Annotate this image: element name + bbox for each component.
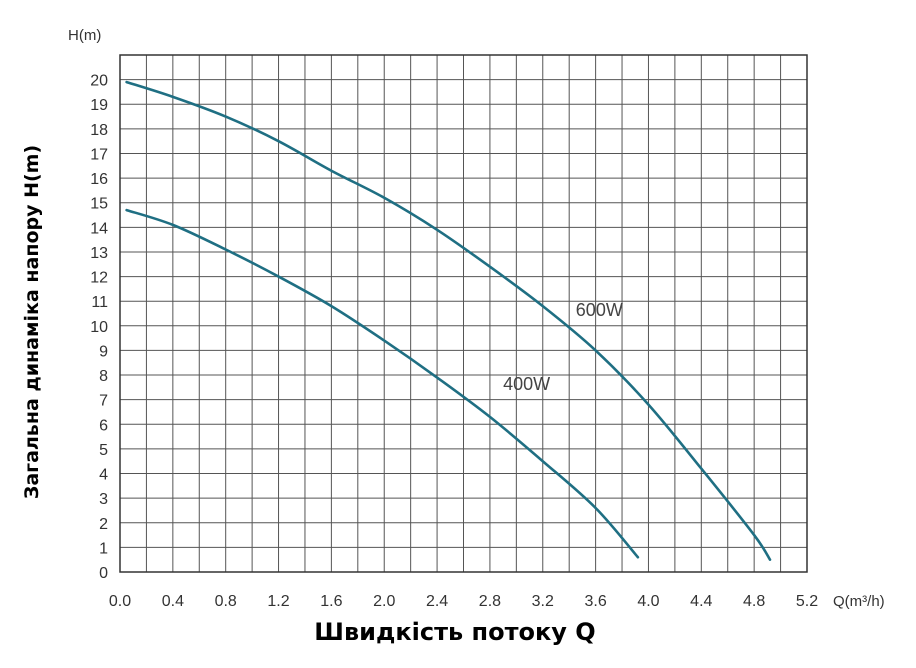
- y-tick-label: 9: [99, 343, 108, 360]
- y-tick-label: 17: [90, 146, 108, 163]
- y-tick-label: 0: [99, 565, 108, 582]
- plot-frame: [119, 54, 808, 573]
- x-tick-label: 1.2: [267, 593, 289, 610]
- x-tick-label: 3.2: [532, 593, 554, 610]
- x-axis-title: Швидкість потоку Q: [314, 618, 595, 646]
- series-line-600w: [125, 80, 772, 561]
- y-tick-label: 20: [90, 73, 108, 90]
- x-tick-label: 0.0: [109, 593, 131, 610]
- x-tick-label: 3.6: [584, 593, 606, 610]
- y-tick-label: 16: [90, 171, 108, 188]
- y-tick-label: 14: [90, 220, 108, 237]
- x-tick-label: 4.4: [690, 593, 712, 610]
- x-tick-label: 2.4: [426, 593, 448, 610]
- y-tick-label: 8: [99, 368, 108, 385]
- y-tick-label: 15: [90, 196, 108, 213]
- y-unit-label: H(m): [68, 27, 101, 44]
- y-tick-label: 6: [99, 417, 108, 434]
- y-tick-label: 2: [99, 516, 108, 533]
- x-unit-label: Q(m³/h): [833, 593, 885, 610]
- y-tick-label: 7: [99, 393, 108, 410]
- series-label-400w: 400W: [503, 374, 550, 394]
- x-tick-label: 4.0: [637, 593, 659, 610]
- y-axis-title: Загальна динаміка напору H(m): [21, 145, 43, 499]
- x-tick-label: 1.6: [320, 593, 342, 610]
- series-labels: 600W 400W: [503, 300, 623, 394]
- y-tick-label: 18: [90, 122, 108, 139]
- series-label-600w: 600W: [576, 300, 623, 320]
- y-tick-label: 4: [99, 467, 108, 484]
- y-tick-label: 11: [91, 294, 108, 311]
- y-tick-label: 1: [99, 540, 108, 557]
- x-tick-label: 0.4: [162, 593, 184, 610]
- y-tick-label: 5: [99, 442, 108, 459]
- y-tick-label: 10: [90, 319, 108, 336]
- series-curves: [125, 80, 772, 561]
- y-tick-label: 13: [90, 245, 108, 262]
- x-tick-label: 0.8: [215, 593, 237, 610]
- y-tick-label: 12: [90, 270, 108, 287]
- series-line-400w: [125, 208, 640, 559]
- x-tick-label: 2.8: [479, 593, 501, 610]
- x-tick-label: 4.8: [743, 593, 765, 610]
- x-tick-label: 2.0: [373, 593, 395, 610]
- y-tick-label: 3: [99, 491, 108, 508]
- tick-labels: 0.0 0.4 0.8 1.2 1.6 2.0 2.4 2.8 3.2 3.6 4.0 4.4 4.8 5…: [90, 73, 818, 610]
- grid: [119, 54, 808, 573]
- y-tick-label: 19: [90, 97, 108, 114]
- x-tick-label: 5.2: [796, 593, 818, 610]
